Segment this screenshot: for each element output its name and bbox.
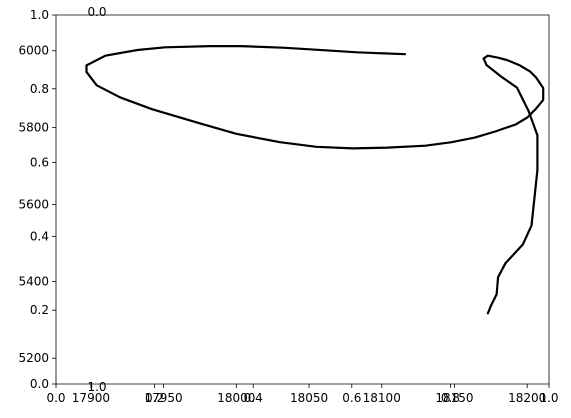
ghost-left-tick-label: 0.4	[30, 229, 49, 243]
ghost-left-tick-label: 0.6	[30, 156, 49, 170]
ghost-left-tick-label: 1.0	[30, 8, 49, 22]
ghost-left-tick-label: 0.8	[30, 82, 49, 96]
y-tick-label: 5400	[18, 274, 49, 288]
y-tick-label: 5200	[18, 351, 49, 365]
x-tick-label: 18200	[508, 391, 546, 405]
ghost-top-label: 0.0	[87, 5, 106, 19]
ghost-bottom-tick-label: 0.0	[46, 391, 65, 405]
ghost-inner-label: 1.0	[87, 380, 106, 394]
y-tick-label: 5600	[18, 197, 49, 211]
x-tick-label: 18100	[363, 391, 401, 405]
ghost-bottom-tick-label: 0.6	[342, 391, 361, 405]
y-tick-label: 5800	[18, 121, 49, 135]
y-tick-label: 6000	[18, 44, 49, 58]
x-tick-label: 18050	[290, 391, 328, 405]
x-tick-label: 18000	[217, 391, 255, 405]
plot-area	[56, 15, 549, 384]
ghost-left-tick-label: 0.2	[30, 303, 49, 317]
ghost-left-tick-label: 0.0	[30, 377, 49, 391]
x-tick-label: 18150	[435, 391, 473, 405]
x-tick-label: 17950	[145, 391, 183, 405]
